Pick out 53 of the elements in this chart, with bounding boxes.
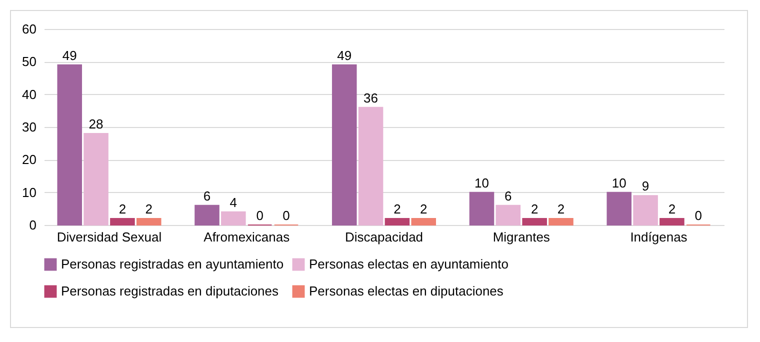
bar [136, 218, 162, 226]
data-label: 49 [337, 48, 352, 63]
x-tick-label: Afromexicanas [204, 230, 290, 244]
y-tick-label: 30 [22, 120, 36, 134]
x-tick-label: Diversidad Sexual [56, 230, 162, 244]
bar [384, 218, 410, 226]
bar [84, 133, 108, 226]
data-label: 10 [612, 175, 626, 190]
x-tick-label: Indígenas [630, 230, 688, 244]
y-tick-label: 40 [22, 86, 36, 102]
data-label: 2 [394, 201, 401, 216]
data-label: 2 [557, 201, 565, 216]
bar [660, 218, 684, 226]
data-label: 2 [668, 201, 676, 216]
legend-label: Personas electas en ayuntamiento [309, 256, 508, 272]
bar [332, 64, 357, 226]
data-label: 6 [203, 188, 211, 204]
y-tick-label: 20 [22, 152, 36, 168]
legend-label: Personas registradas en diputaciones [61, 284, 280, 298]
data-label: 2 [420, 201, 428, 216]
data-label: 28 [88, 116, 104, 132]
data-label: 6 [504, 188, 512, 204]
data-label: 0 [282, 208, 290, 223]
bar [496, 204, 521, 226]
bar [606, 192, 632, 226]
data-label: 4 [230, 194, 238, 210]
bar [548, 218, 574, 226]
data-label: 10 [474, 175, 489, 190]
data-label: 9 [642, 178, 650, 194]
y-tick-label: 50 [22, 54, 36, 70]
data-label: 36 [364, 90, 378, 106]
legend-label: Personas registradas en ayuntamiento [61, 256, 284, 272]
data-label: 2 [530, 201, 538, 216]
bar [358, 106, 384, 226]
bar [522, 218, 547, 226]
bar [469, 192, 494, 226]
data-label: 0 [694, 208, 702, 223]
data-label: 2 [145, 201, 152, 216]
x-tick-label: Migrantes [492, 230, 550, 244]
bar [633, 195, 658, 226]
bar [57, 64, 82, 226]
bar [194, 204, 220, 226]
bar [411, 218, 436, 226]
x-tick-label: Discapacidad [344, 230, 424, 244]
data-label: 2 [118, 201, 126, 216]
y-tick-label: 60 [22, 22, 36, 36]
data-label: 0 [256, 208, 264, 223]
y-tick-label: 10 [22, 184, 36, 200]
bar [221, 211, 246, 226]
y-tick-label: 0 [29, 218, 36, 232]
data-label: 49 [62, 48, 77, 63]
legend-label: Personas electas en diputaciones [309, 284, 504, 298]
bar [110, 218, 135, 226]
